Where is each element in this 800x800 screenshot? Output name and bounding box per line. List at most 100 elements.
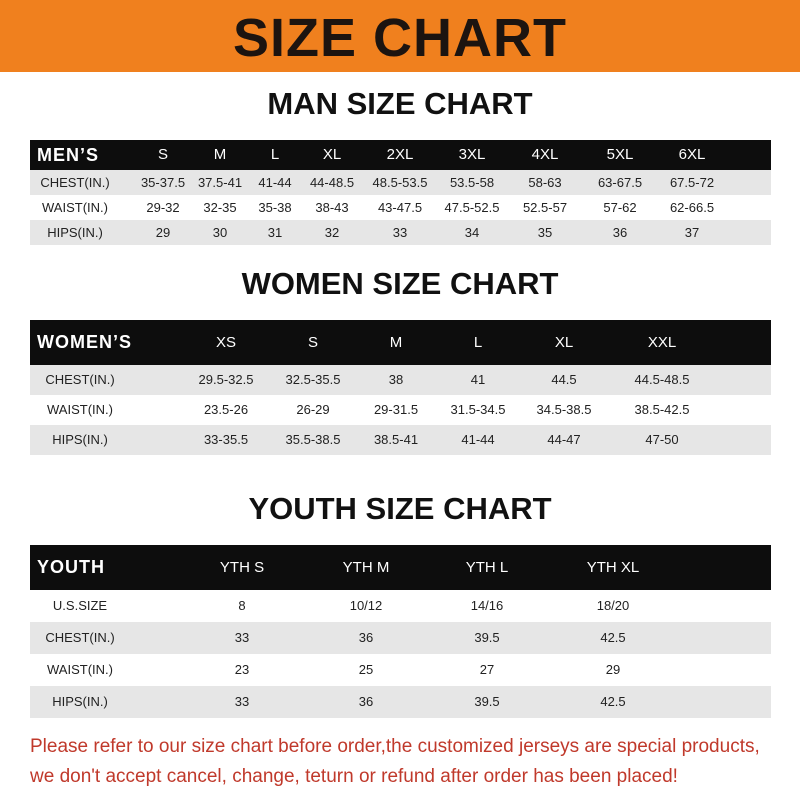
table-cell: 26-29 bbox=[296, 402, 330, 417]
table-row: WAIST(IN.) 23 25 27 29 bbox=[30, 654, 771, 686]
table-cell: 43-47.5 bbox=[377, 200, 423, 215]
size-header: S bbox=[307, 334, 319, 351]
size-header: YTH L bbox=[465, 559, 509, 576]
table-cell: 31 bbox=[267, 225, 283, 240]
table-cell: 34 bbox=[464, 225, 480, 240]
table-cell: 39.5 bbox=[474, 694, 500, 709]
table-cell: 33-35.5 bbox=[203, 432, 249, 447]
section-title: WOMEN SIZE CHART bbox=[241, 266, 559, 301]
table-cell: 8 bbox=[238, 598, 246, 613]
table-cell: 62-66.5 bbox=[669, 200, 715, 215]
table-cell: 31.5-34.5 bbox=[450, 402, 506, 417]
table-cell: 44.5-48.5 bbox=[634, 372, 690, 387]
table-cell: 42.5 bbox=[600, 694, 626, 709]
row-label: U.S.SIZE bbox=[52, 598, 108, 613]
section-title: MAN SIZE CHART bbox=[267, 86, 533, 121]
size-header: 6XL bbox=[678, 146, 706, 163]
table-cell: 58-63 bbox=[528, 175, 562, 190]
row-label: CHEST(IN.) bbox=[40, 175, 110, 190]
row-label: WAIST(IN.) bbox=[42, 200, 108, 215]
notice-line: we don't accept cancel, change, teturn o… bbox=[30, 766, 678, 787]
row-label: CHEST(IN.) bbox=[45, 630, 115, 645]
table-cell: 41-44 bbox=[258, 175, 292, 190]
table-header-label: YOUTH bbox=[37, 557, 105, 577]
table-header-label: WOMEN’S bbox=[37, 332, 132, 352]
table-cell: 30 bbox=[212, 225, 228, 240]
size-header: M bbox=[389, 334, 403, 351]
table-row: HIPS(IN.) 33 36 39.5 42.5 bbox=[30, 686, 771, 718]
table-cell: 57-62 bbox=[603, 200, 637, 215]
size-header: 4XL bbox=[531, 146, 559, 163]
table-cell: 29.5-32.5 bbox=[198, 372, 254, 387]
table-header-row: WOMEN’S XS S M L XL XXL bbox=[30, 320, 771, 365]
table-cell: 44-47 bbox=[547, 432, 581, 447]
table-row: WAIST(IN.) 23.5-26 26-29 29-31.5 31.5-34.5 34… bbox=[30, 395, 771, 425]
notice-line: Please refer to our size chart before or… bbox=[30, 736, 760, 757]
table-cell: 47.5-52.5 bbox=[444, 200, 500, 215]
size-header: S bbox=[157, 146, 169, 163]
table-cell: 38.5-41 bbox=[373, 432, 419, 447]
row-label: HIPS(IN.) bbox=[52, 432, 108, 447]
size-header: XL bbox=[554, 334, 574, 351]
size-header: 5XL bbox=[606, 146, 634, 163]
table-row: CHEST(IN.) 29.5-32.5 32.5-35.5 38 41 44.5 44.5… bbox=[30, 365, 771, 395]
table-cell: 37.5-41 bbox=[197, 175, 243, 190]
table-cell: 33 bbox=[234, 630, 250, 645]
table-cell: 36 bbox=[612, 225, 628, 240]
table-cell: 32-35 bbox=[203, 200, 237, 215]
table-cell: 42.5 bbox=[600, 630, 626, 645]
row-label: HIPS(IN.) bbox=[52, 694, 108, 709]
row-label: WAIST(IN.) bbox=[47, 662, 113, 677]
table-cell: 29 bbox=[155, 225, 171, 240]
table-cell: 39.5 bbox=[474, 630, 500, 645]
table-cell: 38.5-42.5 bbox=[634, 402, 690, 417]
table-cell: 29-32 bbox=[146, 200, 180, 215]
table-row: WAIST(IN.) 29-32 32-35 35-38 38-43 43-47.5 47.… bbox=[30, 195, 771, 220]
table-cell: 32.5-35.5 bbox=[285, 372, 341, 387]
table-cell: 52.5-57 bbox=[522, 200, 568, 215]
size-header: L bbox=[270, 146, 280, 163]
table-header-row: YOUTH YTH S YTH M YTH L YTH XL bbox=[30, 545, 771, 590]
table-cell: 35-37.5 bbox=[140, 175, 186, 190]
table-cell: 32 bbox=[324, 225, 340, 240]
table-row: HIPS(IN.) 29 30 31 32 33 34 35 36 37 bbox=[30, 220, 771, 245]
table-cell: 23 bbox=[234, 662, 250, 677]
table-cell: 35-38 bbox=[258, 200, 292, 215]
banner bbox=[0, 0, 800, 72]
table-cell: 38-43 bbox=[315, 200, 349, 215]
table-cell: 29 bbox=[605, 662, 621, 677]
row-label: CHEST(IN.) bbox=[45, 372, 115, 387]
size-header: YTH XL bbox=[586, 559, 640, 576]
row-label: WAIST(IN.) bbox=[47, 402, 113, 417]
table-cell: 35.5-38.5 bbox=[285, 432, 341, 447]
size-header: 2XL bbox=[386, 146, 414, 163]
table-cell: 44.5 bbox=[551, 372, 577, 387]
table-cell: 53.5-58 bbox=[449, 175, 495, 190]
size-header: XXL bbox=[647, 334, 677, 351]
table-cell: 29-31.5 bbox=[373, 402, 419, 417]
table-cell: 27 bbox=[479, 662, 495, 677]
table-header-label: MEN’S bbox=[37, 145, 100, 165]
table-cell: 41-44 bbox=[461, 432, 495, 447]
table-cell: 25 bbox=[358, 662, 374, 677]
table-header-row: MEN’S S M L XL 2XL 3XL 4XL 5XL 6XL bbox=[30, 140, 771, 170]
table-cell: 38 bbox=[388, 372, 404, 387]
table-cell: 10/12 bbox=[349, 598, 383, 613]
size-header: XS bbox=[215, 334, 237, 351]
table-cell: 34.5-38.5 bbox=[536, 402, 592, 417]
table-cell: 47-50 bbox=[645, 432, 679, 447]
table-cell: 35 bbox=[537, 225, 553, 240]
table-cell: 14/16 bbox=[470, 598, 504, 613]
table-cell: 33 bbox=[392, 225, 408, 240]
section-title: YOUTH SIZE CHART bbox=[248, 491, 552, 526]
table-row: HIPS(IN.) 33-35.5 35.5-38.5 38.5-41 41-44 44-… bbox=[30, 425, 771, 455]
table-cell: 36 bbox=[358, 630, 374, 645]
table-cell: 67.5-72 bbox=[669, 175, 715, 190]
size-header: L bbox=[473, 334, 483, 351]
table-cell: 63-67.5 bbox=[597, 175, 643, 190]
size-header: M bbox=[213, 146, 227, 163]
table-row: CHEST(IN.) 33 36 39.5 42.5 bbox=[30, 622, 771, 654]
table-cell: 33 bbox=[234, 694, 250, 709]
row-label: HIPS(IN.) bbox=[47, 225, 103, 240]
